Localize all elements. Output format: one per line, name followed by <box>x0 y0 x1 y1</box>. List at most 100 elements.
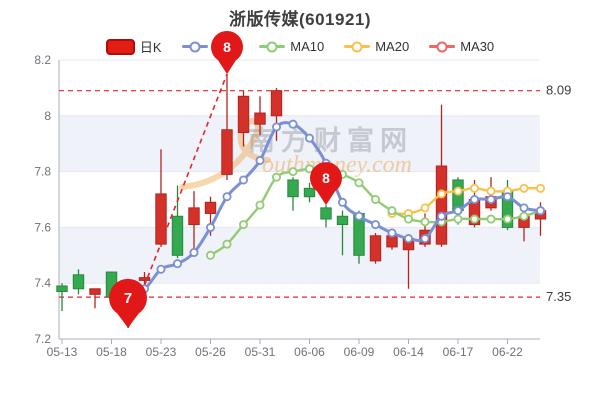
candle <box>336 210 349 256</box>
ma-point <box>403 208 413 218</box>
ma-point <box>288 119 298 129</box>
x-axis-label: 05-31 <box>245 345 276 359</box>
ma-point <box>387 228 397 238</box>
ma-point <box>536 206 546 216</box>
ma-ring-icon <box>189 41 201 52</box>
candle-body <box>56 285 68 293</box>
candle <box>353 210 365 264</box>
x-axis-label: 06-06 <box>294 345 325 359</box>
ma-point <box>453 214 463 224</box>
ma-point <box>436 217 446 227</box>
pin-tail <box>117 313 139 328</box>
candle <box>468 179 481 228</box>
candle-body <box>518 215 530 228</box>
candle <box>72 269 85 295</box>
candle-body <box>105 271 118 298</box>
ma-line-icon <box>344 41 371 52</box>
candle <box>221 73 233 180</box>
price-ref-label: 8.09 <box>546 83 571 98</box>
candlestick-series <box>56 73 547 328</box>
candle <box>518 215 530 242</box>
x-axis-label: 05-23 <box>146 345 177 359</box>
x-axis-label: 06-14 <box>393 345 424 359</box>
ma-point <box>205 250 215 260</box>
candle-body <box>303 187 316 198</box>
candle <box>386 230 398 250</box>
candle <box>485 177 497 211</box>
ma-point <box>337 197 347 207</box>
legend-item-MA5[interactable]: MA5 <box>181 39 240 54</box>
candle-body <box>419 229 431 245</box>
pin-tail <box>317 191 335 206</box>
ma-line-icon <box>181 41 208 52</box>
ma-point <box>502 214 512 224</box>
ma-ring-icon <box>351 41 363 52</box>
candle <box>138 272 151 300</box>
trend-line <box>127 73 228 329</box>
candle-body <box>254 112 266 125</box>
ma-point <box>189 248 199 258</box>
ma-point <box>139 284 149 294</box>
ma-point <box>288 167 298 177</box>
ma-point <box>255 155 265 165</box>
ma-point <box>370 194 380 204</box>
y-axis-label: 7.2 <box>34 332 51 346</box>
candle <box>501 179 514 231</box>
ma-ring-icon <box>266 41 278 52</box>
y-axis-label: 7.4 <box>34 276 51 290</box>
legend-item-MA20[interactable]: MA20 <box>344 39 409 54</box>
ma-point <box>255 200 265 210</box>
ma-point <box>420 234 430 244</box>
legend-item-MA10[interactable]: MA10 <box>259 39 324 54</box>
split-area-band <box>59 115 540 172</box>
candle-body <box>287 179 299 198</box>
ma-line-icon <box>429 41 456 52</box>
ma-point <box>453 186 463 196</box>
ma-point <box>123 287 133 297</box>
candle-body <box>402 238 415 251</box>
candle <box>237 90 250 147</box>
ma-point <box>387 206 397 216</box>
legend-item-kK[interactable]: 日K <box>105 37 162 56</box>
legend-label: MA20 <box>375 39 410 54</box>
watermark-cn: 南方财富网 <box>248 125 413 156</box>
candle-body <box>353 212 365 256</box>
candle-body <box>485 196 497 209</box>
legend-label: MA30 <box>460 39 495 54</box>
watermark-en: outhmoney.com <box>262 152 412 178</box>
candle <box>369 232 382 264</box>
ma-point <box>436 189 446 199</box>
ma-path <box>209 167 541 257</box>
pin-label: 7 <box>124 290 132 307</box>
legend-item-MA30[interactable]: MA30 <box>429 39 494 54</box>
legend-label: MA10 <box>290 39 325 54</box>
candle-body <box>138 277 151 281</box>
ma10-line <box>205 164 546 260</box>
y-axis-label: 7.8 <box>34 165 51 179</box>
candle-body <box>155 193 167 245</box>
candle-body <box>221 129 233 175</box>
candle <box>171 185 184 259</box>
ma-point <box>453 206 463 216</box>
ma-point <box>403 234 413 244</box>
candle <box>435 104 448 247</box>
candle-body <box>188 207 200 226</box>
ma-point <box>519 203 529 213</box>
candle <box>188 191 200 253</box>
ma-point <box>469 214 479 224</box>
ma-point <box>519 211 529 221</box>
candle <box>155 149 167 247</box>
ma-line-icon <box>259 41 286 52</box>
candle-body <box>122 296 134 312</box>
watermark-swoosh-icon <box>179 118 271 190</box>
ma5-line <box>123 119 546 297</box>
x-axis-label: 05-26 <box>195 345 226 359</box>
ma-path <box>391 186 541 216</box>
x-axis-label: 06-17 <box>443 345 474 359</box>
legend-label: MA5 <box>212 39 240 54</box>
ma-point <box>420 217 430 227</box>
candle <box>402 235 415 289</box>
ma-point <box>486 186 496 196</box>
ma-point <box>469 194 479 204</box>
candle-body <box>72 274 85 290</box>
